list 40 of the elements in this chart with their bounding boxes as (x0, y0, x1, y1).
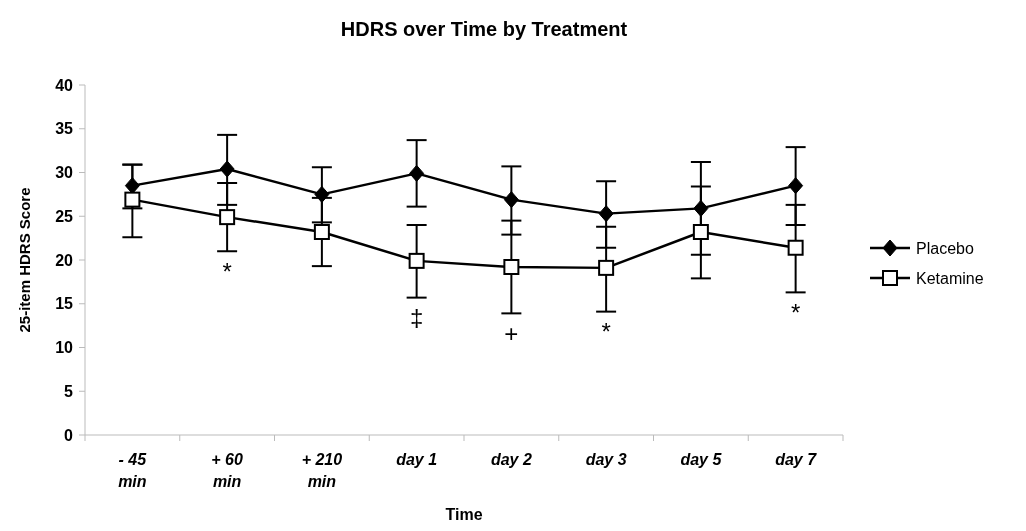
point (219, 160, 235, 178)
x-tick-label: day 7 (775, 451, 818, 468)
y-tick-label: 10 (55, 339, 74, 357)
y-axis-title: 25-item HDRS Score (16, 187, 33, 333)
point (219, 209, 236, 226)
point (124, 191, 141, 208)
point (598, 205, 614, 223)
point (313, 224, 330, 240)
point (692, 224, 709, 240)
point (408, 252, 425, 269)
y-tick-label: 15 (55, 295, 74, 313)
x-tick-label: day 3 (585, 451, 627, 468)
x-tick-label: day 5 (680, 451, 723, 468)
point (409, 164, 425, 182)
annotation: + (504, 319, 519, 347)
annotation: * (601, 318, 611, 346)
y-tick-label: 40 (55, 76, 74, 94)
y-tick-label: 5 (64, 382, 74, 400)
annotation: * (790, 298, 801, 326)
point (598, 259, 615, 276)
point (788, 177, 804, 195)
x-tick-label: + 60 min (211, 451, 244, 491)
annotation: ‡ (409, 304, 424, 332)
point (503, 191, 519, 209)
x-tick-label: + 210 min (301, 451, 343, 491)
annotation: * (222, 257, 232, 285)
x-axis-title: Time (445, 506, 483, 523)
point (787, 239, 804, 256)
legend-label: Placebo (916, 239, 974, 257)
y-tick-label: 35 (55, 120, 74, 138)
y-tick-label: 25 (55, 207, 74, 225)
chart-title: HDRS over Time by Treatment (340, 18, 628, 40)
point (503, 259, 520, 275)
y-tick-label: 20 (55, 251, 74, 269)
x-tick-label: day 1 (396, 451, 438, 468)
y-tick-label: 0 (64, 426, 74, 444)
x-tick-label: - 45 min (118, 451, 148, 491)
y-tick-label: 30 (55, 164, 74, 182)
x-tick-label: day 2 (490, 451, 532, 468)
legend-label: Ketamine (916, 269, 984, 287)
